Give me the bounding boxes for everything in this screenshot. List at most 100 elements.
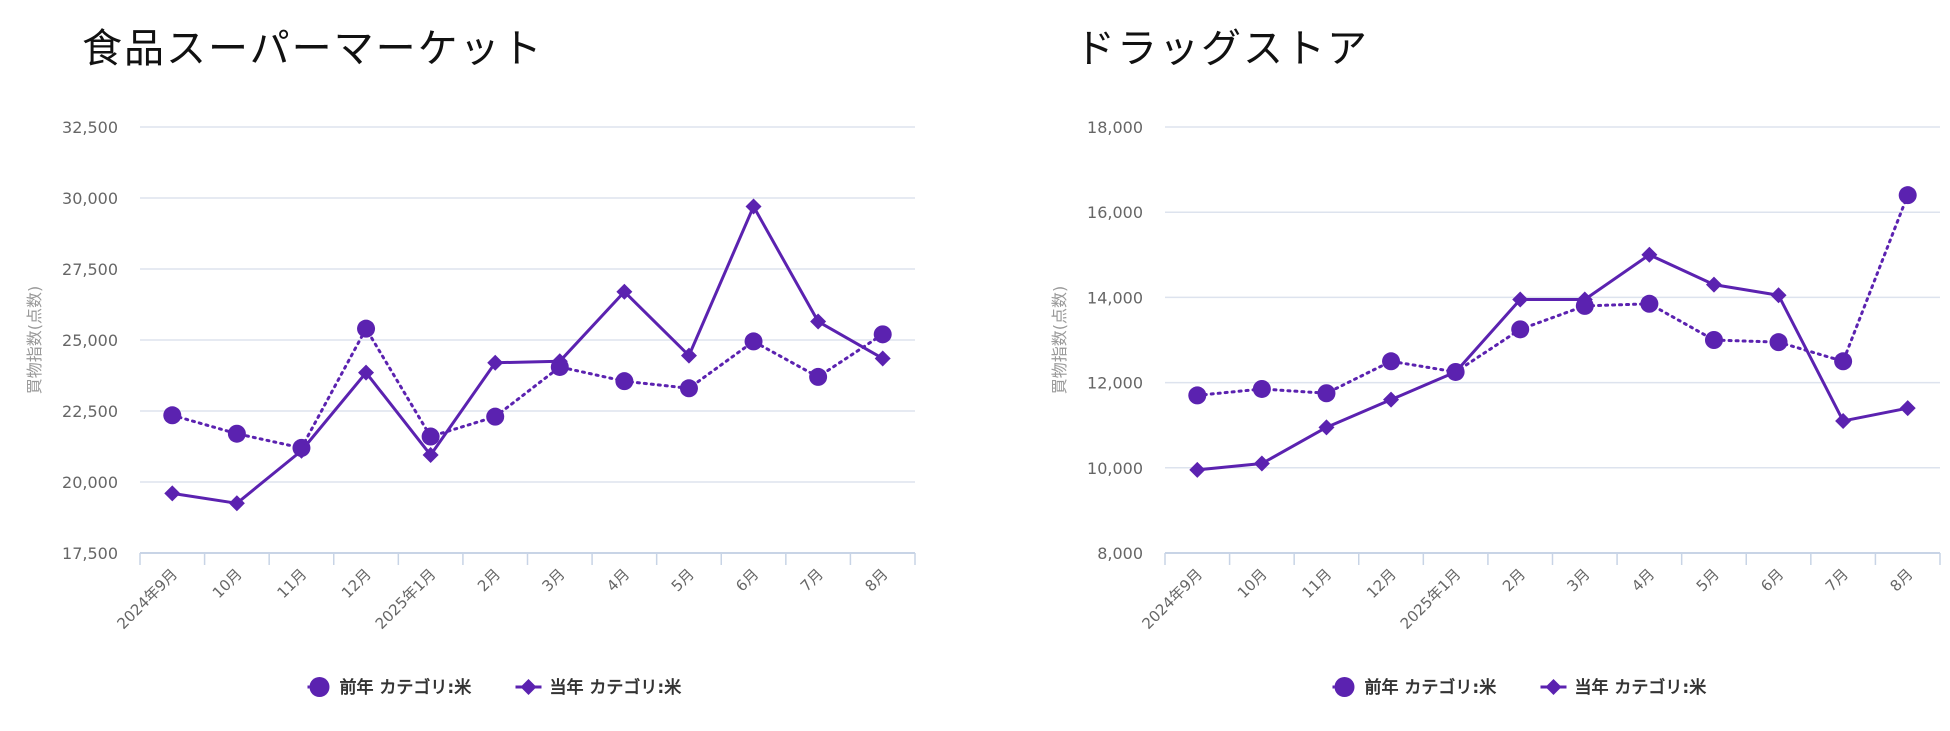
x-tick-label: 5月 (668, 565, 698, 595)
data-point-circle (163, 406, 182, 425)
data-point-diamond (874, 350, 891, 367)
data-point-diamond (1512, 291, 1529, 308)
y-tick-label: 14,000 (1087, 288, 1143, 307)
data-point-circle (1898, 186, 1917, 205)
y-tick-label: 25,000 (62, 331, 118, 350)
x-tick-label: 10月 (209, 565, 246, 602)
y-tick-label: 32,500 (62, 118, 118, 137)
data-point-diamond (1576, 291, 1593, 308)
data-point-diamond (616, 283, 633, 300)
data-point-circle (486, 407, 505, 426)
series-line-current-year (1197, 253, 1908, 472)
x-tick-label: 12月 (338, 565, 375, 602)
data-point-circle (357, 319, 376, 338)
data-point-circle (679, 379, 698, 398)
data-point-diamond (1189, 461, 1206, 478)
chart-title-supermarket: 食品スーパーマーケット (82, 26, 544, 72)
x-tick-label: 2025年1月 (372, 565, 440, 633)
data-point-circle (1511, 320, 1530, 339)
x-tick-label: 8月 (861, 565, 891, 595)
data-point-diamond (1253, 455, 1270, 472)
data-point-diamond (358, 364, 375, 381)
data-point-circle (1252, 379, 1271, 398)
data-point-diamond (1318, 419, 1335, 436)
y-tick-label: 8,000 (1097, 544, 1143, 563)
y-axis-label: 買物指数(点数) (1050, 286, 1069, 395)
x-tick-label: 3月 (539, 565, 569, 595)
y-tick-label: 18,000 (1087, 118, 1143, 137)
series-line-previous-year (170, 327, 885, 450)
data-point-circle (1640, 294, 1659, 313)
data-point-diamond (1835, 412, 1852, 429)
data-point-diamond (1447, 363, 1464, 380)
data-point-diamond (1705, 276, 1722, 293)
legend-marker-diamond (520, 679, 537, 695)
x-tick-label: 11月 (1298, 565, 1335, 602)
data-point-circle (1834, 352, 1853, 371)
x-tick-label: 6月 (732, 565, 762, 595)
data-point-diamond (422, 447, 439, 464)
data-point-circle (809, 367, 828, 386)
x-tick-label: 6月 (1757, 565, 1787, 595)
x-tick-label: 3月 (1564, 565, 1594, 595)
legend-label-current-year: 当年 カテゴリ:米 (550, 677, 683, 698)
y-tick-label: 10,000 (1087, 459, 1143, 478)
chart-title-drugstore: ドラッグストア (1075, 26, 1369, 72)
data-point-diamond (228, 495, 245, 512)
data-point-circle (227, 424, 246, 443)
legend-label-previous-year: 前年 カテゴリ:米 (340, 677, 473, 698)
data-point-diamond (551, 353, 568, 370)
data-point-diamond (1641, 246, 1658, 263)
series-line-previous-year (1195, 193, 1910, 397)
data-point-diamond (1383, 391, 1400, 408)
legend: 前年 カテゴリ:米 当年 カテゴリ:米 (1332, 677, 1708, 698)
data-point-diamond (680, 347, 697, 364)
data-point-circle (744, 332, 763, 351)
legend: 前年 カテゴリ:米 当年 カテゴリ:米 (307, 677, 683, 698)
x-tick-label: 4月 (1628, 565, 1658, 595)
x-tick-label: 7月 (1822, 565, 1852, 595)
x-tick-label: 2025年1月 (1397, 565, 1465, 633)
data-point-diamond (487, 354, 504, 371)
y-tick-label: 27,500 (62, 260, 118, 279)
data-point-diamond (745, 198, 762, 215)
x-tick-label: 2月 (474, 565, 504, 595)
y-tick-label: 20,000 (62, 473, 118, 492)
data-point-circle (873, 325, 892, 344)
data-point-circle (1769, 333, 1788, 352)
y-tick-label: 22,500 (62, 402, 118, 421)
x-tick-label: 2024年9月 (1138, 565, 1206, 633)
data-point-circle (1317, 384, 1336, 403)
x-tick-label: 2月 (1499, 565, 1529, 595)
data-point-circle (1382, 352, 1401, 371)
y-tick-label: 30,000 (62, 189, 118, 208)
data-point-diamond (164, 485, 181, 502)
legend-marker-circle (309, 677, 330, 697)
x-tick-label: 7月 (797, 565, 827, 595)
legend-marker-diamond (1545, 679, 1562, 695)
data-point-diamond (293, 442, 310, 459)
legend-label-current-year: 当年 カテゴリ:米 (1575, 677, 1708, 698)
x-tick-label: 2024年9月 (113, 565, 181, 633)
x-tick-label: 4月 (603, 565, 633, 595)
data-point-diamond (1899, 400, 1916, 417)
data-point-circle (1188, 386, 1207, 405)
y-axis-label: 買物指数(点数) (25, 286, 44, 395)
y-tick-label: 12,000 (1087, 374, 1143, 393)
legend-label-previous-year: 前年 カテゴリ:米 (1365, 677, 1498, 698)
data-point-circle (421, 427, 440, 446)
line-chart-drugstore: 8,000 10,000 12,000 14,000 16,000 18,000 2024年… (1050, 118, 1941, 698)
x-tick-label: 5月 (1693, 565, 1723, 595)
x-tick-label: 10月 (1234, 565, 1271, 602)
line-chart-supermarket: 17,500 20,000 22,500 25,000 27,500 30,000 32,5… (25, 118, 916, 698)
y-tick-label: 16,000 (1087, 203, 1143, 222)
data-point-diamond (810, 313, 827, 330)
series-line-current-year (172, 205, 884, 505)
data-point-diamond (1770, 287, 1787, 304)
data-point-circle (615, 372, 634, 391)
x-tick-label: 12月 (1363, 565, 1400, 602)
x-tick-label: 11月 (273, 565, 310, 602)
legend-marker-circle (1334, 677, 1355, 697)
x-tick-label: 8月 (1886, 565, 1916, 595)
data-point-circle (1704, 331, 1723, 349)
